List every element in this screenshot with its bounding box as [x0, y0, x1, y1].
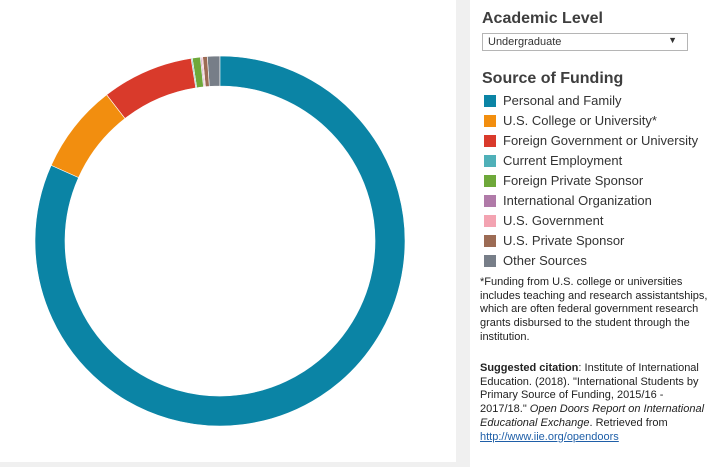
slice-foreign-private[interactable]	[191, 56, 204, 89]
legend-label: Current Employment	[503, 153, 623, 168]
legend-label: Foreign Government or University	[503, 133, 699, 148]
academic-level-dropdown[interactable]: Undergraduate ▼	[482, 33, 688, 51]
legend-swatch	[484, 215, 496, 227]
academic-level-value: Undergraduate	[488, 36, 562, 48]
legend-label: International Organization	[503, 193, 652, 208]
academic-level-title: Academic Level	[482, 10, 603, 27]
legend-label: U.S. Private Sponsor	[503, 233, 625, 248]
opendoors-link[interactable]: http://www.iie.org/opendoors	[480, 430, 619, 443]
legend-label: Personal and Family	[503, 93, 622, 108]
legend-label: Foreign Private Sponsor	[503, 173, 644, 188]
legend-swatch	[484, 95, 496, 107]
chart-panel	[0, 0, 456, 462]
side-panel: Academic Level Undergraduate ▼ Source of…	[470, 0, 716, 467]
citation-label: Suggested citation	[480, 362, 579, 374]
citation-text-2: . Retrieved from	[589, 416, 668, 429]
donut-chart	[34, 55, 406, 427]
legend-label: Other Sources	[503, 253, 587, 268]
citation-text: : Institute of International Education. …	[480, 362, 699, 416]
legend-swatch	[484, 255, 496, 267]
legend-title: Source of Funding	[482, 70, 624, 87]
citation: Suggested citation: Institute of Interna…	[480, 362, 708, 444]
citation-italic: Open Doors Report on International Educa…	[480, 403, 705, 429]
legend-swatch	[484, 235, 496, 247]
legend-swatch	[484, 115, 496, 127]
slice-personal[interactable]	[34, 55, 406, 427]
triangle-down-icon: ▼	[668, 35, 677, 45]
legend-label: U.S. Government	[503, 213, 604, 228]
legend-swatch	[484, 175, 496, 187]
legend-swatch	[484, 195, 496, 207]
slice-us-college[interactable]	[50, 94, 126, 179]
legend-label: U.S. College or University*	[503, 113, 657, 128]
slice-us-private[interactable]	[202, 56, 210, 88]
slice-foreign-government[interactable]	[106, 57, 197, 119]
legend-swatch	[484, 135, 496, 147]
footnote: *Funding from U.S. college or universiti…	[480, 276, 708, 343]
legend-swatch	[484, 155, 496, 167]
